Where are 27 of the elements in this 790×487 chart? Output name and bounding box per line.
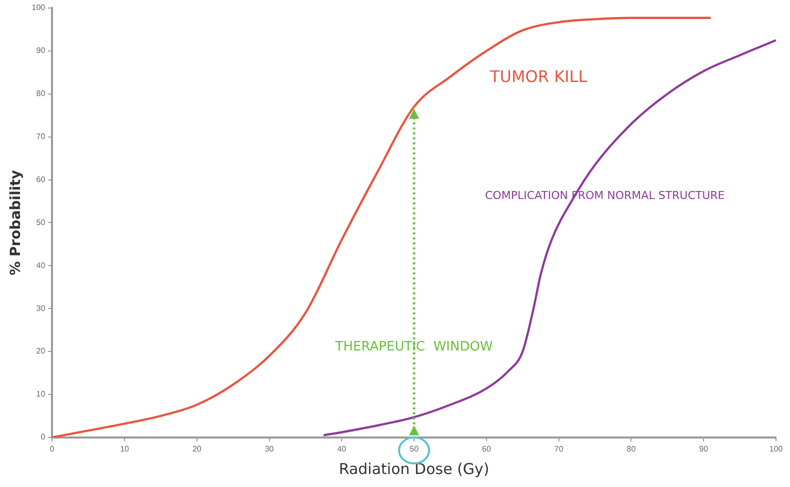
series-label: TUMOR KILL: [489, 67, 588, 86]
y-tick-label: 60: [36, 174, 46, 184]
y-tick-label: 0: [40, 432, 46, 442]
y-tick-label: 10: [36, 390, 46, 399]
x-tick-label: 50: [410, 444, 420, 454]
x-axis-title: Radiation Dose (Gy): [338, 460, 490, 478]
y-tick-label: 70: [36, 132, 46, 142]
y-tick-label: 50: [36, 218, 46, 227]
y-tick-label: 100: [32, 3, 46, 12]
x-tick-label: 10: [120, 444, 130, 454]
x-tick-label: 90: [699, 444, 709, 454]
y-tick-label: 30: [36, 304, 46, 313]
y-tick-label: 40: [36, 260, 46, 270]
x-tick-label: 30: [264, 444, 274, 454]
line-series: [322, 39, 776, 436]
y-tick-label: 80: [36, 89, 46, 98]
y-tick-label: 90: [36, 46, 46, 56]
x-tick-label: 60: [482, 444, 492, 454]
x-tick-label: 70: [554, 444, 564, 454]
ref-line-label: THERAPEUTIC WINDOW: [334, 340, 493, 355]
x-tick-label: 40: [337, 444, 347, 454]
x-tick-label: 80: [626, 444, 636, 454]
x-tick-label: 20: [192, 444, 202, 454]
y-axis-title: % Probability: [8, 170, 24, 276]
x-tick-label: 0: [50, 444, 55, 454]
y-tick-label: 20: [36, 346, 46, 356]
x-tick-label: 100: [769, 444, 784, 454]
